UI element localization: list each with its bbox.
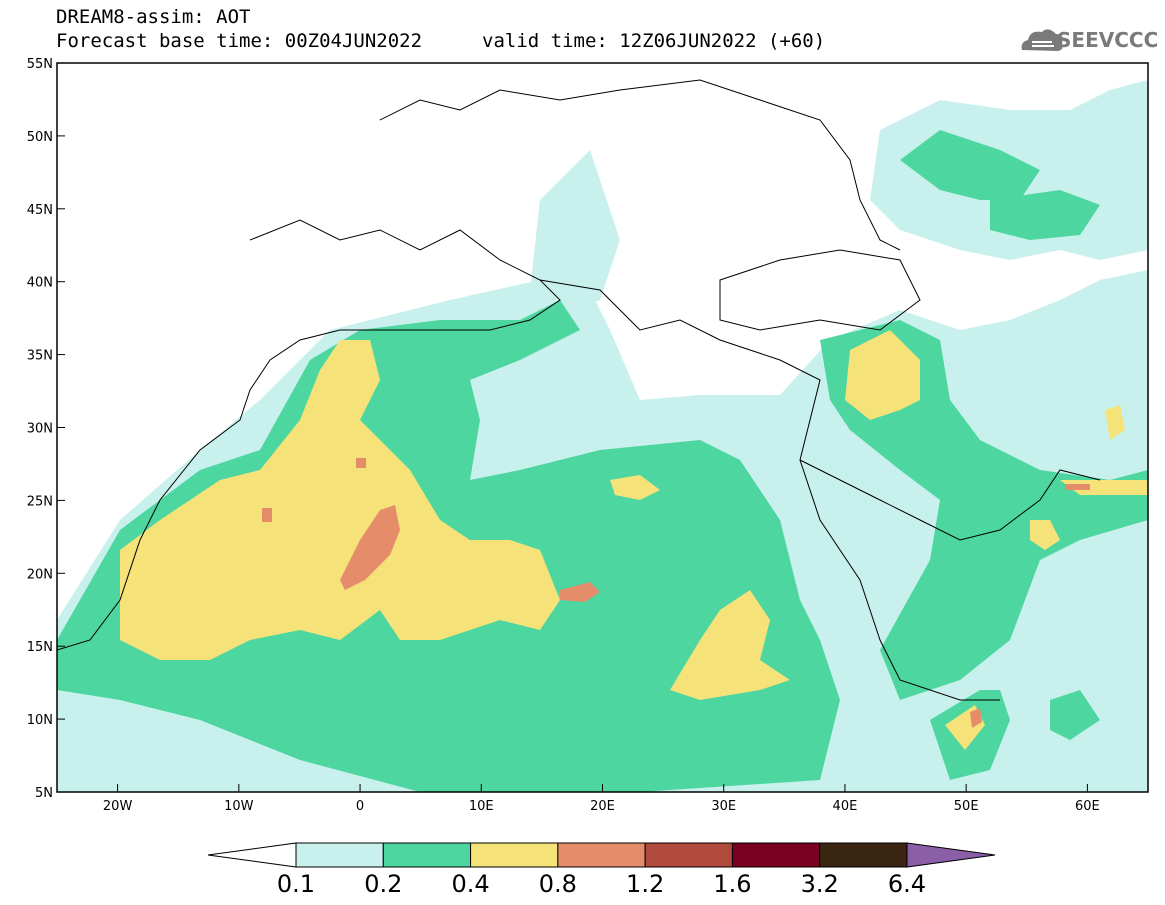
colorbar-label: 1.2: [626, 870, 665, 898]
lat-tick-label: 5N: [35, 786, 53, 801]
coastlines: [57, 79, 1101, 701]
colorbar-label: 0.2: [364, 870, 403, 898]
lon-tick-label: 30E: [711, 799, 736, 814]
colorbar-label: 0.1: [276, 870, 316, 898]
lat-tick-label: 15N: [27, 640, 53, 655]
title-line-1: DREAM8-assim: AOT: [56, 6, 251, 28]
colorbar-swatch: [557, 842, 646, 868]
lat-tick-label: 55N: [27, 57, 53, 72]
lon-tick-label: 60E: [1075, 799, 1100, 814]
lat-tick-label: 45N: [27, 203, 53, 218]
lat-tick-label: 20N: [27, 567, 53, 582]
cloud-icon: [1021, 29, 1063, 51]
lon-tick-label: 50E: [954, 799, 979, 814]
lat-tick-label: 25N: [27, 494, 53, 509]
lat-tick-label: 30N: [27, 422, 53, 437]
colorbar-swatch: [731, 842, 821, 868]
lon-tick-label: 10E: [469, 799, 494, 814]
lon-tick-label: 20W: [103, 799, 133, 814]
aot-band-0-8: [262, 458, 1090, 728]
lat-tick-label: 40N: [27, 276, 53, 291]
lon-tick-label: 10W: [224, 799, 254, 814]
logo-text: SEEVCCC: [1057, 28, 1159, 52]
lon-tick-label: 0: [356, 799, 364, 814]
lat-tick-label: 10N: [27, 713, 53, 728]
lat-axis: 55N 50N 45N 40N 35N 30N 25N 20N 15N 10N 5N: [27, 57, 65, 801]
colorbar-swatch: [295, 842, 384, 868]
lat-tick-label: 35N: [27, 349, 53, 364]
lon-tick-label: 20E: [590, 799, 615, 814]
colorbar-label: 0.4: [451, 870, 490, 898]
lat-tick-label: 50N: [27, 130, 53, 145]
lon-tick-label: 40E: [833, 799, 858, 814]
colorbar-swatch: [382, 842, 472, 868]
forecast-base-time: Forecast base time: 00Z04JUN2022: [56, 30, 423, 52]
colorbar-swatch: [644, 842, 733, 868]
colorbar-label: 1.6: [713, 870, 752, 898]
valid-time: valid time: 12Z06JUN2022 (+60): [482, 30, 826, 52]
colorbar-label: 3.2: [800, 870, 839, 898]
colorbar-label: 6.4: [887, 870, 927, 898]
colorbar-min-arrow: [207, 842, 297, 868]
colorbar-label: 0.8: [538, 870, 577, 898]
lon-axis: 20W 10W 0 10E 20E 30E 40E 50E 60E: [103, 784, 1100, 814]
colorbar-swatch: [819, 842, 908, 868]
colorbar-swatch: [470, 842, 559, 868]
colorbar-max-arrow: [906, 842, 996, 868]
